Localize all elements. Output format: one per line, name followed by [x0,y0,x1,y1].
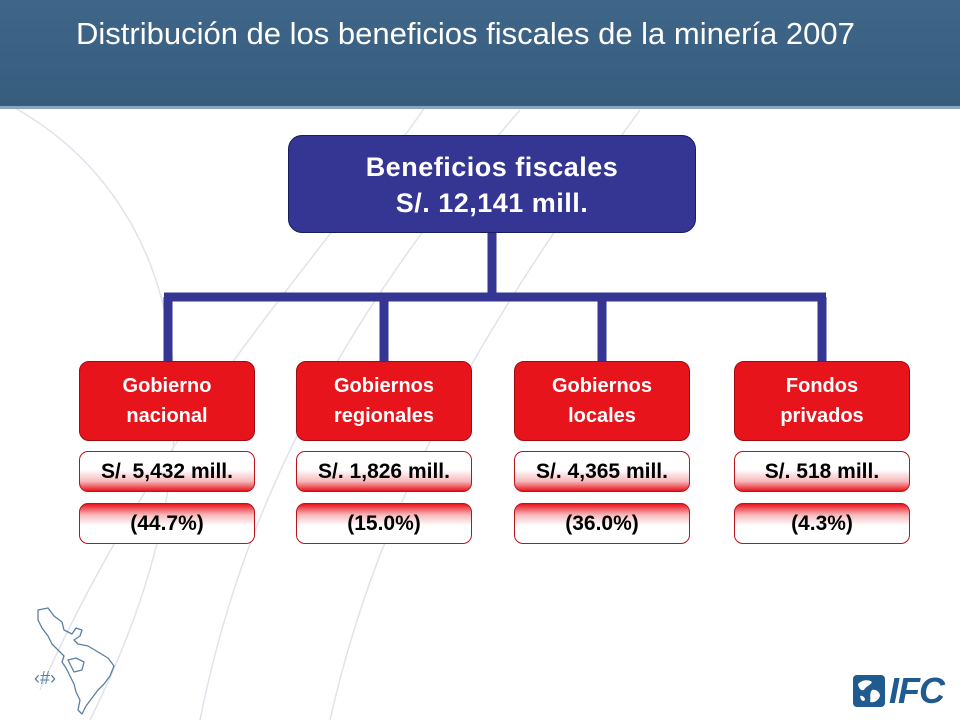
node-gobiernos-locales: Gobiernos locales [514,361,690,441]
node-label-line1: Fondos [785,375,859,397]
header-rule [0,106,960,109]
node-label-line2: regionales [333,405,435,427]
ifc-logo-text: IFC [889,670,945,711]
root-node-amount: S/. 12,141 mill. [395,188,589,218]
latin-america-map-icon [37,607,115,715]
slide-number: ‹#› [34,668,56,688]
node-label-line2: locales [568,405,636,427]
amount-gobiernos-locales: S/. 4,365 mill. [514,451,690,492]
share-gobierno-nacional: (44.7%) [79,503,255,544]
node-label-line1: Gobierno [122,375,212,397]
node-fondos-privados: Fondos privados [734,361,910,441]
share-gobiernos-regionales: (15.0%) [296,503,472,544]
root-node-label: Beneficios fiscales [365,152,619,182]
amount-gobierno-nacional: S/. 5,432 mill. [79,451,255,492]
root-node-beneficios-fiscales: Beneficios fiscales S/. 12,141 mill. [288,135,696,233]
node-label-line2: privados [780,405,864,427]
slide-title: Distribución de los beneficios fiscales … [76,16,855,51]
amount-fondos-privados: S/. 518 mill. [734,451,910,492]
node-gobiernos-regionales: Gobiernos regionales [296,361,472,441]
share-gobiernos-locales: (36.0%) [514,503,690,544]
node-label-line1: Gobiernos [551,375,652,397]
share-fondos-privados: (4.3%) [734,503,910,544]
globe-icon [853,675,885,707]
slide-header: Distribución de los beneficios fiscales … [0,0,960,106]
ifc-logo: IFC [852,670,952,711]
node-label-line2: nacional [126,405,208,427]
node-gobierno-nacional: Gobierno nacional [79,361,255,441]
amount-gobiernos-regionales: S/. 1,826 mill. [296,451,472,492]
node-label-line1: Gobiernos [333,375,434,397]
